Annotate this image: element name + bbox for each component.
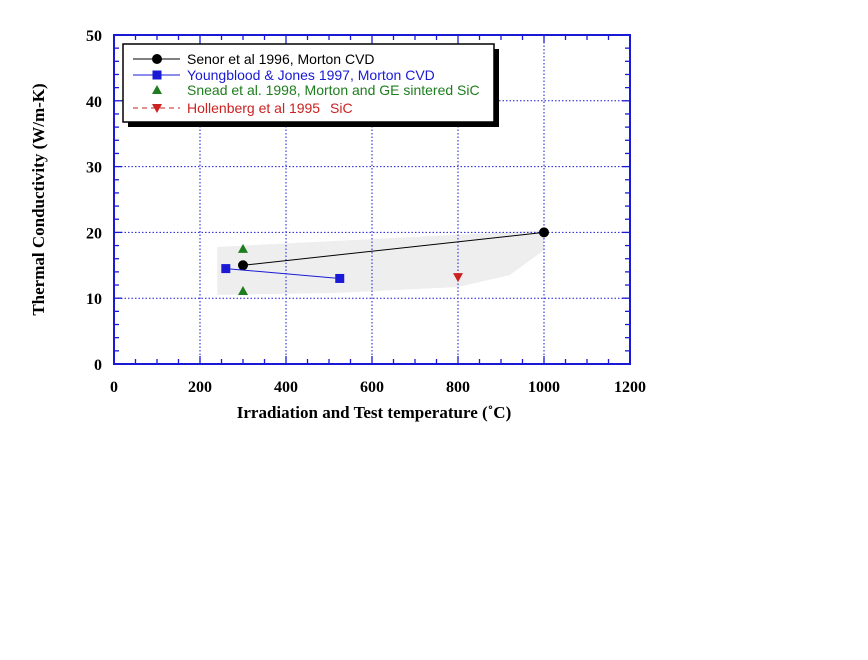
legend-label: Hollenberg et al 1995 xyxy=(187,100,320,116)
y-tick-label: 50 xyxy=(86,28,102,45)
data-point xyxy=(335,273,345,283)
series-2 xyxy=(238,243,248,295)
legend-marker xyxy=(152,104,162,113)
legend-extra-label: SiC xyxy=(330,100,353,116)
x-tick-label: 400 xyxy=(274,379,298,396)
legend-marker xyxy=(152,85,162,94)
series-0 xyxy=(238,227,549,271)
data-point xyxy=(238,243,248,253)
shaded-range-region xyxy=(217,230,544,295)
x-axis-label: Irradiation and Test temperature (˚C) xyxy=(237,403,512,422)
chart-marks xyxy=(221,227,549,295)
grid xyxy=(114,35,630,364)
y-tick-label: 30 xyxy=(86,160,102,177)
y-tick-label: 10 xyxy=(86,291,102,308)
series-line xyxy=(225,268,340,279)
data-point xyxy=(238,260,248,271)
x-tick-label: 1000 xyxy=(528,379,560,396)
legend-marker xyxy=(152,70,162,80)
data-point xyxy=(238,285,248,295)
y-tick-label: 0 xyxy=(94,357,102,374)
y-tick-label: 40 xyxy=(86,94,102,111)
x-tick-label: 0 xyxy=(110,379,118,396)
legend-label: Snead et al. 1998, Morton and GE sintere… xyxy=(187,82,480,98)
y-axis-label: Thermal Conductivity (W/m-K) xyxy=(29,83,48,315)
axis-ticks: 0 200 400 600 800 1000 1200 0 10 20 30 40 50 xyxy=(86,28,646,396)
legend-label: Youngblood & Jones 1997, Morton CVD xyxy=(187,67,435,83)
x-tick-label: 600 xyxy=(360,379,384,396)
y-tick-label: 20 xyxy=(86,225,102,242)
x-tick-label: 1200 xyxy=(614,379,646,396)
legend-label: Senor et al 1996, Morton CVD xyxy=(187,51,375,67)
x-tick-label: 200 xyxy=(188,379,212,396)
series-line xyxy=(242,231,545,266)
series-3 xyxy=(453,273,463,283)
data-point xyxy=(453,273,463,283)
series-1 xyxy=(221,264,345,283)
data-point xyxy=(221,264,231,274)
x-tick-label: 800 xyxy=(446,379,470,396)
legend-box xyxy=(122,43,495,123)
data-point xyxy=(539,227,549,238)
legend-marker xyxy=(152,54,162,64)
